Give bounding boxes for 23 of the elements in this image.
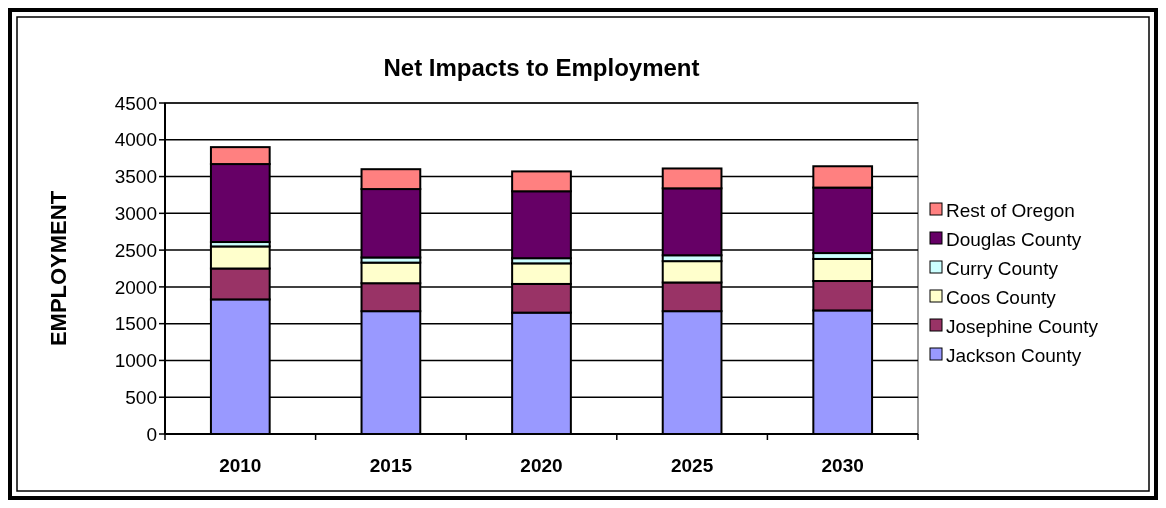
chart-title: Net Impacts to Employment xyxy=(383,54,700,81)
y-tick-label: 3500 xyxy=(114,166,157,188)
legend-label: Curry County xyxy=(946,257,1059,279)
y-tick-label: 3000 xyxy=(114,202,157,224)
y-tick-label: 2500 xyxy=(114,239,157,261)
y-tick-label: 4000 xyxy=(114,129,157,151)
x-tick-label: 2015 xyxy=(369,455,413,476)
y-tick-label: 0 xyxy=(146,423,157,445)
y-tick-label: 4500 xyxy=(114,92,157,114)
y-tick-label: 2000 xyxy=(114,276,157,298)
x-tick-label: 2010 xyxy=(219,455,262,476)
legend-label: Rest of Oregon xyxy=(946,199,1075,221)
legend-label: Douglas County xyxy=(946,228,1082,250)
y-tick-label: 1500 xyxy=(114,313,157,335)
x-tick-label: 2020 xyxy=(520,455,563,476)
y-tick-label: 1000 xyxy=(114,350,157,372)
legend-label: Jackson County xyxy=(946,344,1082,366)
legend-label: Coos County xyxy=(946,286,1057,308)
legend-label: Josephine County xyxy=(946,315,1099,337)
y-tick-label: 500 xyxy=(125,386,157,408)
x-tick-label: 2030 xyxy=(821,455,864,476)
x-tick-label: 2025 xyxy=(670,455,714,476)
y-axis-title: EMPLOYMENT xyxy=(46,190,71,347)
